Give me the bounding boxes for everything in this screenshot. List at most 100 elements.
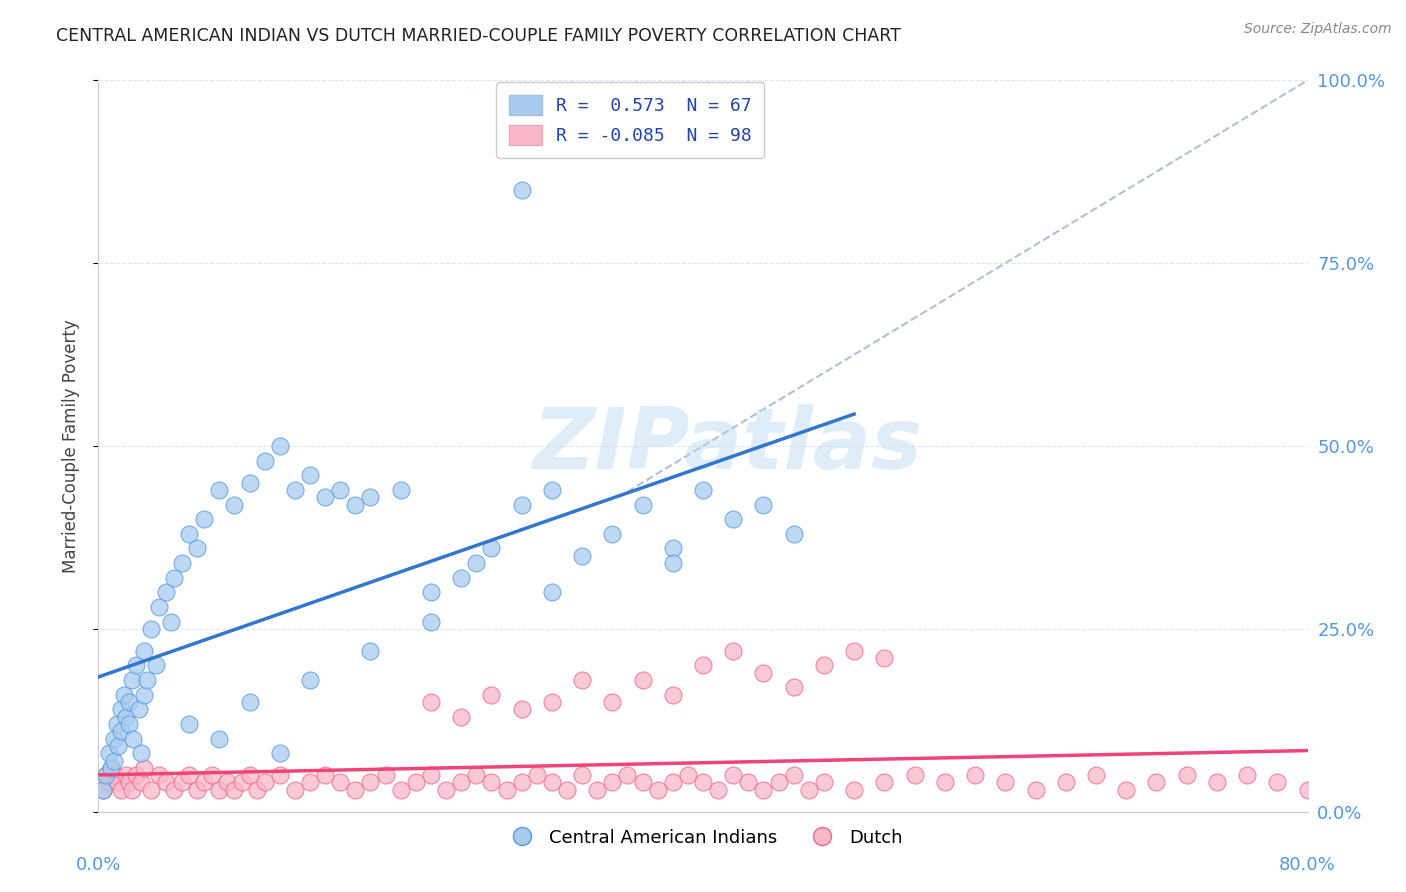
Point [1024, 782, 1046, 797]
Point [129, 746, 152, 760]
Point [118, 775, 141, 789]
Point [994, 775, 1017, 789]
Point [193, 512, 215, 526]
Point [934, 775, 956, 789]
Point [148, 599, 170, 614]
Point [129, 775, 152, 789]
Point [160, 615, 183, 629]
Point [100, 761, 122, 775]
Point [904, 768, 927, 782]
Point [692, 658, 714, 673]
Point [284, 483, 307, 497]
Point [112, 688, 135, 702]
Point [661, 541, 683, 556]
Point [314, 490, 336, 504]
Point [98, 746, 121, 760]
Point [132, 644, 155, 658]
Text: CENTRAL AMERICAN INDIAN VS DUTCH MARRIED-COUPLE FAMILY POVERTY CORRELATION CHART: CENTRAL AMERICAN INDIAN VS DUTCH MARRIED… [56, 27, 901, 45]
Point [676, 768, 699, 782]
Point [141, 782, 163, 797]
Point [239, 695, 262, 709]
Point [215, 775, 238, 789]
Point [170, 775, 193, 789]
Point [94, 768, 117, 782]
Point [299, 775, 322, 789]
Point [647, 782, 669, 797]
Point [141, 622, 163, 636]
Point [374, 768, 396, 782]
Point [253, 775, 276, 789]
Point [91, 782, 114, 797]
Point [208, 731, 231, 746]
Point [239, 475, 262, 490]
Point [125, 768, 148, 782]
Point [284, 782, 307, 797]
Point [344, 782, 367, 797]
Point [631, 673, 654, 687]
Point [540, 585, 562, 599]
Point [163, 571, 186, 585]
Point [360, 490, 382, 504]
Point [103, 731, 125, 746]
Legend: Central American Indians, Dutch: Central American Indians, Dutch [496, 822, 910, 854]
Point [145, 658, 167, 673]
Point [1175, 768, 1198, 782]
Point [155, 775, 177, 789]
Point [844, 782, 866, 797]
Point [179, 717, 201, 731]
Point [128, 702, 150, 716]
Point [692, 483, 714, 497]
Point [1267, 775, 1289, 789]
Point [239, 768, 262, 782]
Point [246, 782, 269, 797]
Point [186, 782, 208, 797]
Text: 80.0%: 80.0% [1279, 855, 1336, 873]
Point [110, 724, 132, 739]
Point [450, 775, 472, 789]
Point [110, 702, 132, 716]
Point [94, 768, 117, 782]
Point [91, 782, 114, 797]
Point [692, 775, 714, 789]
Point [495, 782, 517, 797]
Point [179, 768, 201, 782]
Point [193, 775, 215, 789]
Point [118, 717, 141, 731]
Point [208, 483, 231, 497]
Point [1236, 768, 1258, 782]
Point [1085, 768, 1108, 782]
Point [103, 768, 125, 782]
Point [98, 775, 121, 789]
Point [269, 439, 291, 453]
Point [132, 761, 155, 775]
Point [201, 768, 224, 782]
Point [389, 782, 412, 797]
Point [269, 746, 291, 760]
Point [723, 768, 745, 782]
Point [481, 688, 503, 702]
Point [465, 556, 488, 570]
Point [107, 739, 129, 753]
Point [420, 585, 443, 599]
Point [170, 556, 193, 570]
Point [873, 775, 896, 789]
Point [965, 768, 987, 782]
Point [540, 483, 562, 497]
Point [768, 775, 790, 789]
Point [540, 695, 562, 709]
Point [450, 571, 472, 585]
Point [360, 644, 382, 658]
Point [329, 483, 352, 497]
Point [752, 665, 775, 680]
Point [661, 775, 683, 789]
Point [571, 673, 593, 687]
Point [360, 775, 382, 789]
Text: 0.0%: 0.0% [76, 855, 121, 873]
Point [555, 782, 578, 797]
Point [616, 768, 638, 782]
Point [121, 673, 143, 687]
Point [135, 673, 157, 687]
Point [344, 498, 367, 512]
Point [661, 688, 683, 702]
Point [602, 775, 624, 789]
